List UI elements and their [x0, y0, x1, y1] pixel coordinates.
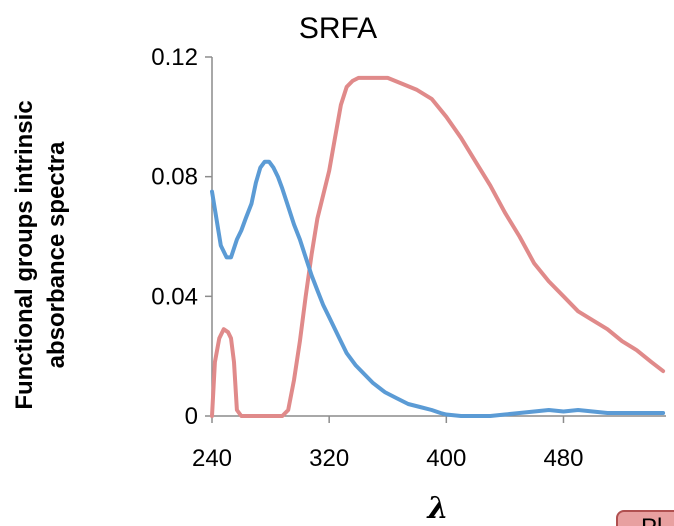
legend-swatch: [616, 510, 674, 526]
y-axis-label: Functional groups intrinsic absorbance s…: [11, 100, 70, 409]
y-axis-label-line-2: absorbance spectra: [43, 141, 70, 368]
series-line-1: [210, 75, 666, 418]
legend-fragment: Pl: [616, 510, 674, 526]
axes: [205, 56, 666, 423]
x-tick-label: 400: [426, 445, 466, 472]
x-tick-labels: 240 320 400 480: [192, 445, 584, 472]
x-axis-label: λ: [425, 491, 448, 526]
y-tick-label: 0.12: [151, 44, 198, 71]
y-tick-labels: 0 0.04 0.08 0.12: [151, 44, 198, 430]
y-tick-label: 0.04: [151, 283, 198, 310]
y-axis-label-line-1: Functional groups intrinsic: [11, 100, 38, 409]
x-tick-label: 320: [309, 445, 349, 472]
y-tick-label: 0: [185, 403, 198, 430]
series-lines: [210, 75, 666, 418]
chart-title: SRFA: [299, 12, 377, 45]
legend-label: Pl: [641, 514, 662, 526]
series-line-2: [210, 159, 666, 418]
x-tick-label: 240: [192, 445, 232, 472]
y-tick-label: 0.08: [151, 164, 198, 191]
x-tick-label: 480: [543, 445, 583, 472]
